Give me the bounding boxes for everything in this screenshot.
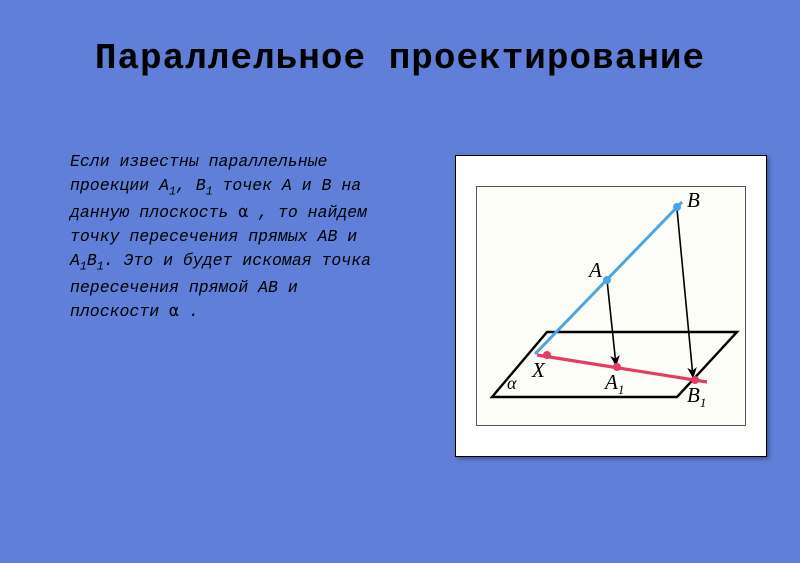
point-label-X: X <box>531 358 546 382</box>
text-fragment: . Это и будет искомая точка пересечения … <box>70 251 371 321</box>
subscript: 1 <box>206 185 213 198</box>
projection-arrow-B <box>677 209 693 377</box>
point-A <box>603 276 611 284</box>
projection-diagram: X A B A1 B1 α <box>477 187 747 427</box>
projection-arrow-A <box>607 280 616 365</box>
page-title: Параллельное проектирование <box>0 38 800 79</box>
point-B <box>673 203 681 211</box>
text-fragment: , B <box>176 176 206 195</box>
plane-label: α <box>507 373 517 393</box>
subscript: 1 <box>97 260 104 273</box>
point-label-A: A <box>587 258 602 282</box>
line-A1B1 <box>537 355 707 382</box>
subscript: 1 <box>80 260 87 273</box>
subscript: 1 <box>169 185 176 198</box>
point-label-A1: A1 <box>603 370 624 397</box>
point-label-B1: B1 <box>687 383 706 410</box>
diagram-outer-frame: X A B A1 B1 α <box>455 155 767 457</box>
diagram-inner-frame: X A B A1 B1 α <box>476 186 746 426</box>
point-label-B: B <box>687 188 700 212</box>
description-paragraph: Если известны параллельные проекции A1, … <box>70 150 390 324</box>
text-fragment: B <box>87 251 97 270</box>
